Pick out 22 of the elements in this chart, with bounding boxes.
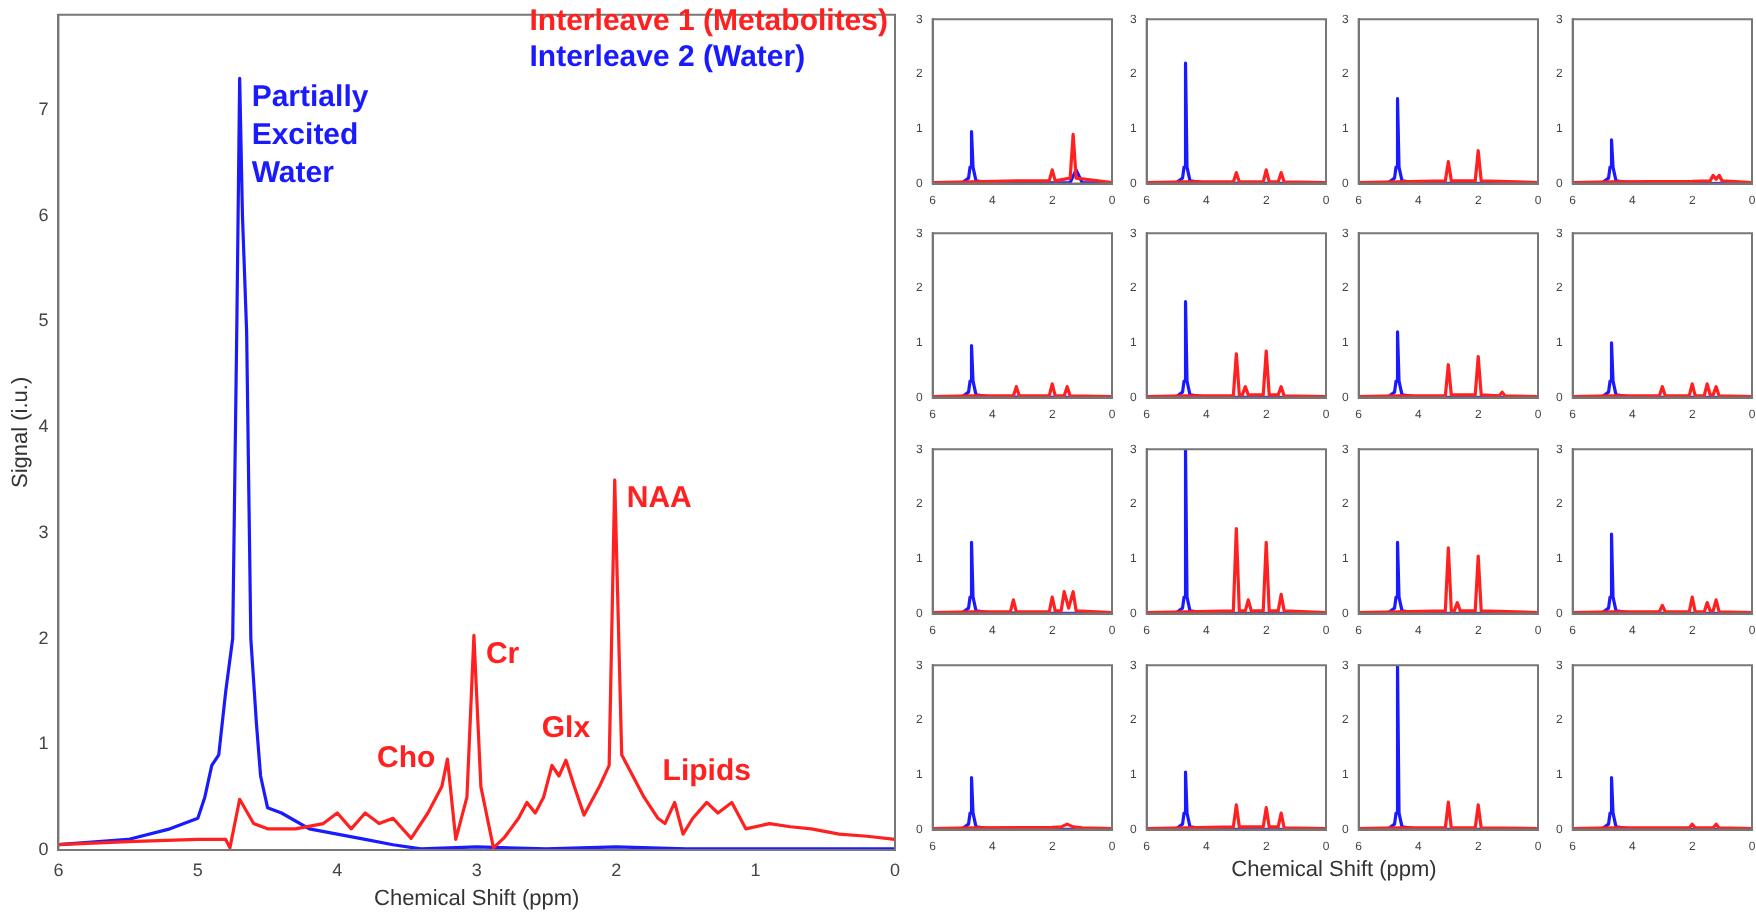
- x-tick-label: 6: [53, 859, 64, 880]
- annotation: NAA: [626, 481, 693, 516]
- y-tick-label: 7: [38, 98, 49, 119]
- y-tick-label: 1: [38, 733, 49, 754]
- text: Interleave 2 (Water): [529, 40, 808, 76]
- text: Interleave 1 (Metabolites): [529, 4, 888, 40]
- annotation: Cr: [485, 636, 520, 671]
- y-axis-title: Signal (i.u.): [9, 376, 34, 489]
- x-axis-title: Chemical Shift (ppm): [1229, 858, 1439, 882]
- y-tick-label: 5: [38, 310, 49, 331]
- x-tick-label: 4: [332, 859, 343, 880]
- x-axis-title: Chemical Shift (ppm): [374, 886, 580, 911]
- x-tick-label: 0: [889, 859, 901, 880]
- annotation: Lipids: [662, 753, 751, 788]
- y-tick-label: 3: [38, 521, 49, 542]
- annotation: Glx: [541, 711, 592, 746]
- x-tick-label: 5: [192, 859, 203, 880]
- annotation: Partially Excited Water: [251, 79, 370, 190]
- x-tick-label: 1: [750, 859, 761, 880]
- x-tick-label: 3: [471, 859, 482, 880]
- x-tick-label: 2: [611, 859, 622, 880]
- annotation: Cho: [377, 741, 436, 776]
